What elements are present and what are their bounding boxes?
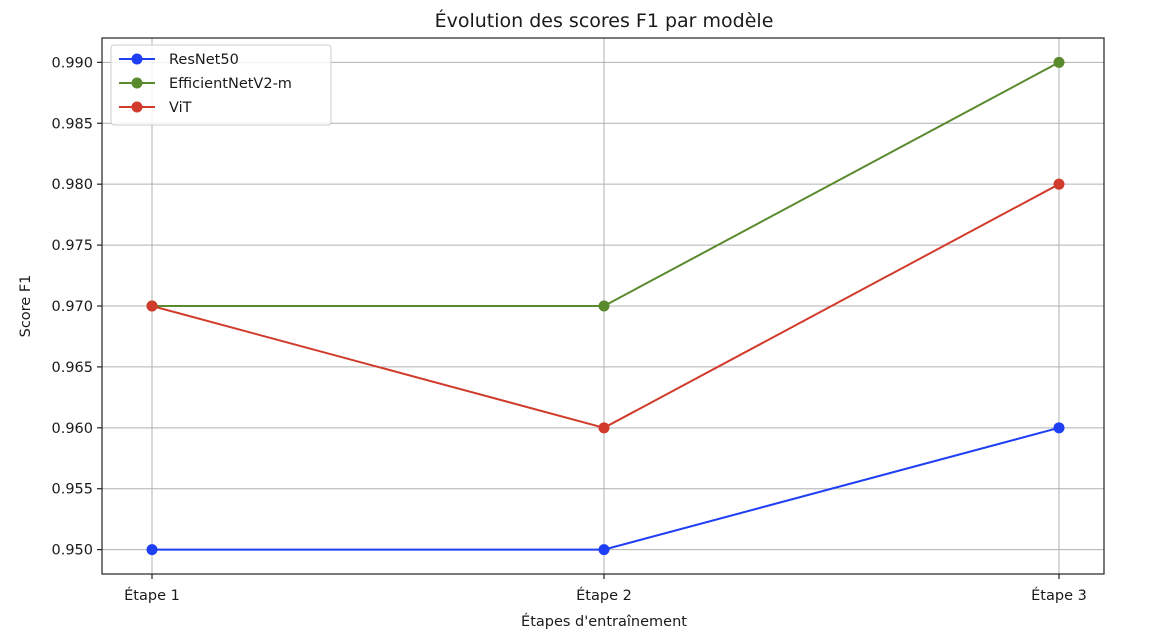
y-tick-label: 0.990 <box>51 55 93 71</box>
legend-swatch-marker <box>131 53 143 65</box>
legend-label: ResNet50 <box>169 52 239 68</box>
legend-swatch-marker <box>131 77 143 89</box>
data-point <box>598 300 610 312</box>
x-tick-label: Étape 1 <box>124 587 180 604</box>
data-point <box>1053 422 1065 434</box>
legend-item: ViT <box>119 100 192 116</box>
y-tick-label: 0.950 <box>51 543 93 559</box>
data-point <box>146 544 158 556</box>
y-tick-label: 0.970 <box>51 299 93 315</box>
data-point <box>1053 56 1065 68</box>
series-layer <box>146 56 1065 556</box>
data-point <box>1053 178 1065 190</box>
legend-swatch-marker <box>131 101 143 113</box>
legend: ResNet50 EfficientNetV2-m ViT <box>110 44 332 126</box>
y-tick-label: 0.985 <box>51 116 93 132</box>
tick-layer: 0.950 0.955 0.960 0.965 0.970 0.975 0.980 0.985… <box>51 55 1086 604</box>
y-tick-label: 0.955 <box>51 482 93 498</box>
legend-label: ViT <box>169 100 192 116</box>
series-vit <box>146 178 1065 434</box>
legend-item: EfficientNetV2-m <box>119 76 292 92</box>
x-tick-label: Étape 2 <box>576 587 632 604</box>
y-tick-label: 0.965 <box>51 360 93 376</box>
y-tick-label: 0.980 <box>51 177 93 193</box>
y-tick-label: 0.975 <box>51 238 93 254</box>
data-point <box>146 300 158 312</box>
legend-label: EfficientNetV2-m <box>169 76 292 92</box>
y-tick-label: 0.960 <box>51 421 93 437</box>
chart-title: Évolution des scores F1 par modèle <box>435 9 774 32</box>
x-tick-label: Étape 3 <box>1031 587 1087 604</box>
y-axis-label: Score F1 <box>18 275 34 338</box>
data-point <box>598 544 610 556</box>
legend-item: ResNet50 <box>119 52 239 68</box>
series-resnet50 <box>146 422 1065 556</box>
data-point <box>598 422 610 434</box>
legend-box <box>110 44 332 126</box>
x-axis-label: Étapes d'entraînement <box>521 613 687 630</box>
